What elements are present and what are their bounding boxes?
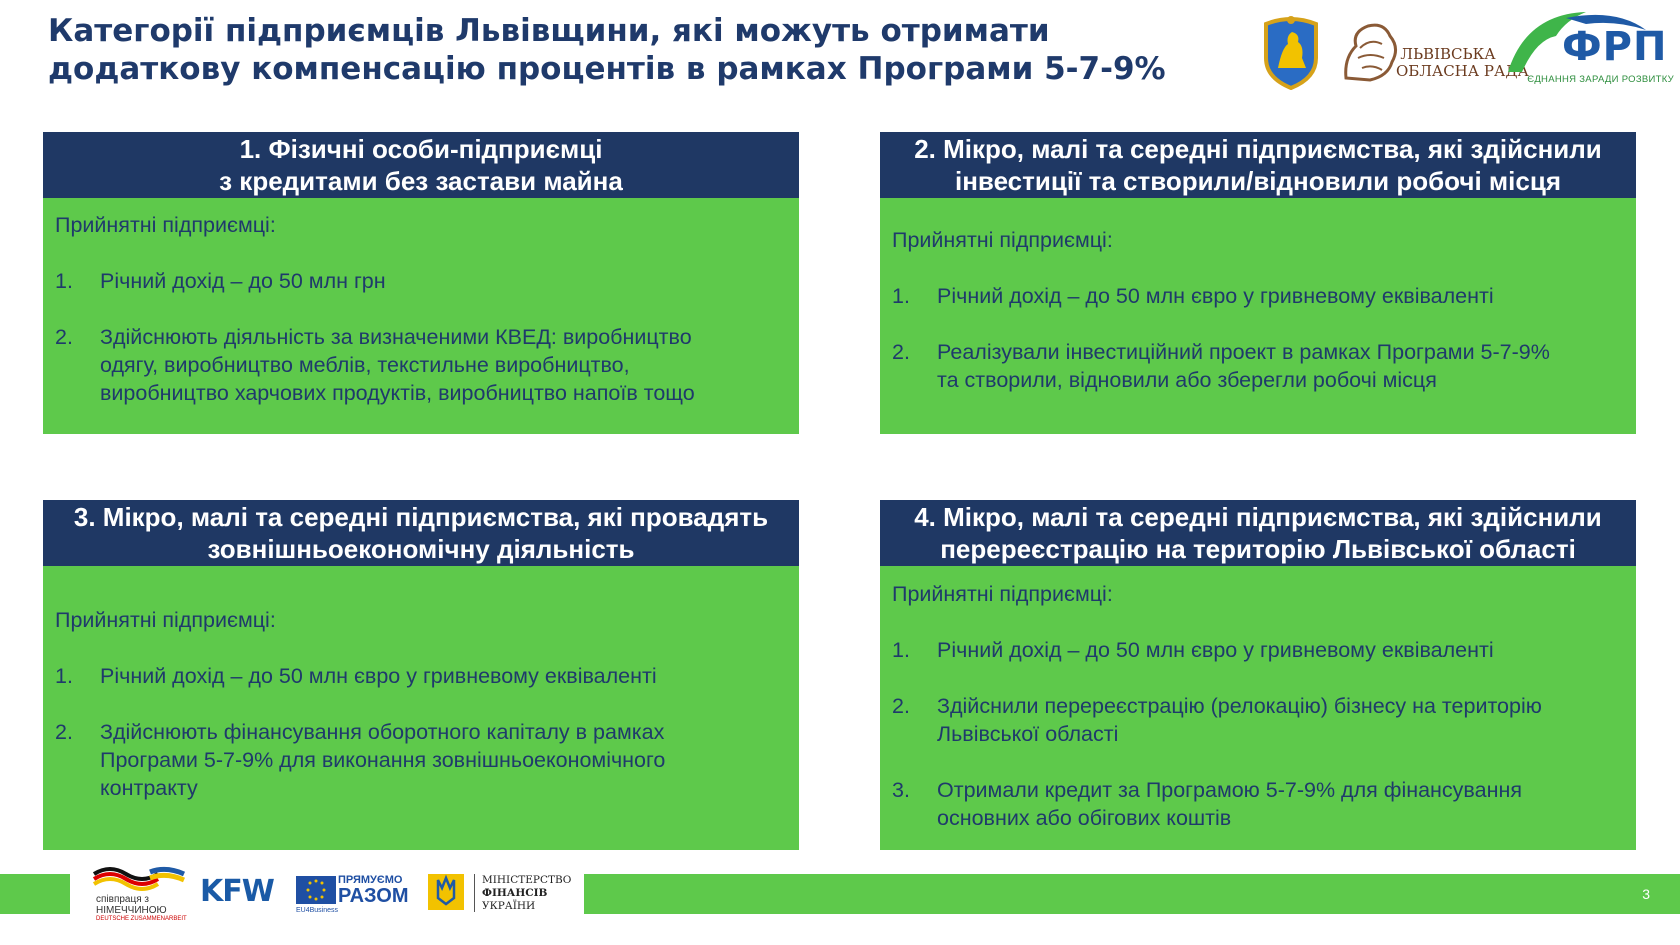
council-name-line-1: ЛЬВІВСЬКА (1400, 45, 1496, 63)
category-card-1: 1. Фізичні особи-підприємці з кредитами … (43, 132, 799, 434)
list-item: 2. Здійснюють фінансування оборотного ка… (55, 718, 781, 802)
list-item-text: контракту (100, 776, 198, 800)
list-item-number: 1. (892, 284, 910, 308)
card-intro: Прийнятні підприємці: (892, 228, 1113, 252)
list-item-text: Здійснюють діяльність за визначеними КВЕ… (100, 325, 692, 349)
flag-ribbon-icon (92, 866, 186, 891)
category-card-3: 3. Мікро, малі та середні підприємства, … (43, 500, 799, 850)
frp-name: ФРП (1562, 24, 1668, 70)
list-item: 1. Річний дохід – до 50 млн євро у гривн… (892, 282, 1618, 310)
card-header: 1. Фізичні особи-підприємці з кредитами … (43, 132, 799, 198)
german-logo-line-2: НІМЕЧЧИНОЮ (96, 905, 167, 916)
list-item: 1. Річний дохід – до 50 млн грн (55, 267, 781, 295)
list-item-text: одягу, виробництво меблів, текстильне ви… (100, 353, 630, 377)
list-item-text: та створили, відновили або зберегли робо… (937, 368, 1437, 392)
footer-bar-left (0, 874, 70, 914)
card-header: 4. Мікро, малі та середні підприємства, … (880, 500, 1636, 566)
list-item-text: основних або обігових коштів (937, 806, 1232, 830)
trident-icon (428, 874, 464, 910)
lviv-coat-of-arms-logo (1258, 14, 1324, 91)
eu-logo-line-1: ПРЯМУЄМО (338, 874, 403, 886)
list-item: 2. Здійснили перереєстрацію (релокацію) … (892, 692, 1618, 748)
page-title: Категорії підприємців Львівщини, які мож… (48, 12, 1198, 88)
list-item-text: Здійснили перереєстрацію (релокацію) біз… (937, 694, 1542, 718)
card-body: Прийнятні підприємці: 1. Річний дохід – … (43, 198, 799, 434)
card-header-line-2: інвестиції та створили/відновили робочі … (955, 166, 1561, 196)
minfin-line-2: ФІНАНСІВ (482, 887, 548, 899)
list-item-number: 2. (55, 720, 73, 744)
list-item-number: 2. (892, 340, 910, 364)
list-item-text: виробництво харчових продуктів, виробниц… (100, 381, 695, 405)
list-item-text: Отримали кредит за Програмою 5-7-9% для … (937, 778, 1522, 802)
list-item-number: 1. (892, 638, 910, 662)
eu-logo-line-2: РАЗОМ (338, 885, 409, 907)
eu-flag-icon (296, 876, 336, 904)
list-item-text: Річний дохід – до 50 млн євро у гривнево… (100, 664, 657, 688)
list-item-number: 1. (55, 269, 73, 293)
list-item-text: Річний дохід – до 50 млн грн (100, 269, 386, 293)
list-item: 1. Річний дохід – до 50 млн євро у гривн… (892, 636, 1618, 664)
list-item: 3. Отримали кредит за Програмою 5-7-9% д… (892, 776, 1618, 832)
card-header-line-2: перереєстрацію на територію Львівської о… (940, 534, 1576, 564)
list-item-number: 3. (892, 778, 910, 802)
lion-icon (1344, 23, 1397, 82)
list-item-text: Річний дохід – до 50 млн євро у гривнево… (937, 284, 1494, 308)
card-header: 2. Мікро, малі та середні підприємства, … (880, 132, 1636, 198)
card-header-line-2: з кредитами без застави майна (219, 166, 623, 196)
card-body: Прийнятні підприємці: 1. Річний дохід – … (880, 566, 1636, 850)
list-item-number: 2. (892, 694, 910, 718)
card-body: Прийнятні підприємці: 1. Річний дохід – … (880, 198, 1636, 434)
frp-swoosh-icon (1508, 12, 1646, 72)
card-header: 3. Мікро, малі та середні підприємства, … (43, 500, 799, 566)
category-card-4: 4. Мікро, малі та середні підприємства, … (880, 500, 1636, 850)
list-item-text: Реалізували інвестиційний проект в рамка… (937, 340, 1550, 364)
list-item-number: 1. (55, 664, 73, 688)
council-name-line-2: ОБЛАСНА РАДА (1396, 62, 1529, 80)
list-item-text: Львівської області (937, 722, 1119, 746)
list-item-number: 2. (55, 325, 73, 349)
german-cooperation-logo: співпраця з НІМЕЧЧИНОЮ DEUTSCHE ZUSAMMEN… (90, 864, 188, 924)
card-intro: Прийнятні підприємці: (55, 213, 276, 237)
list-item: 2. Здійснюють діяльність за визначеними … (55, 323, 781, 407)
page-number: 3 (1642, 886, 1650, 902)
card-header-line-1: 3. Мікро, малі та середні підприємства, … (73, 502, 769, 532)
eu-logo-line-3: EU4Business (296, 907, 339, 914)
page-title-line-2: додаткову компенсацію процентів в рамках… (48, 51, 1166, 87)
frp-logo: ФРП ЄДНАННЯ ЗАРАДИ РОЗВИТКУ (1506, 10, 1674, 90)
card-header-line-2: зовнішньоекономічну діяльність (207, 534, 635, 564)
eu4business-logo: ПРЯМУЄМО РАЗОМ EU4Business (296, 874, 409, 916)
footer-bar-right (584, 874, 1680, 914)
list-item: 2. Реалізували інвестиційний проект в ра… (892, 338, 1618, 394)
minfin-line-1: МІНІСТЕРСТВО (482, 874, 572, 886)
ministry-of-finance-logo: МІНІСТЕРСТВО ФІНАНСІВ УКРАЇНИ (428, 872, 578, 916)
card-header-line-1: 2. Мікро, малі та середні підприємства, … (914, 134, 1602, 164)
german-logo-line-1: співпраця з (96, 894, 149, 905)
category-card-2: 2. Мікро, малі та середні підприємства, … (880, 132, 1636, 434)
german-logo-small: DEUTSCHE ZUSAMMENARBEIT (96, 916, 187, 922)
card-header-line-1: 1. Фізичні особи-підприємці (239, 134, 603, 164)
list-item-text: Програми 5-7-9% для виконання зовнішньое… (100, 748, 666, 772)
page-title-line-1: Категорії підприємців Львівщини, які мож… (48, 13, 1050, 49)
list-item-text: Річний дохід – до 50 млн євро у гривнево… (937, 638, 1494, 662)
card-header-line-1: 4. Мікро, малі та середні підприємства, … (914, 502, 1602, 532)
list-item-text: Здійснюють фінансування оборотного капіт… (100, 720, 665, 744)
lviv-regional-council-logo: ЛЬВІВСЬКА ОБЛАСНА РАДА (1340, 16, 1529, 88)
card-intro: Прийнятні підприємці: (55, 608, 276, 632)
kfw-logo: KFW (200, 874, 275, 909)
list-item: 1. Річний дохід – до 50 млн євро у гривн… (55, 662, 781, 690)
frp-tagline: ЄДНАННЯ ЗАРАДИ РОЗВИТКУ (1527, 74, 1674, 85)
minfin-line-3: УКРАЇНИ (482, 900, 536, 912)
card-intro: Прийнятні підприємці: (892, 582, 1113, 606)
divider (474, 874, 475, 912)
card-body: Прийнятні підприємці: 1. Річний дохід – … (43, 566, 799, 850)
